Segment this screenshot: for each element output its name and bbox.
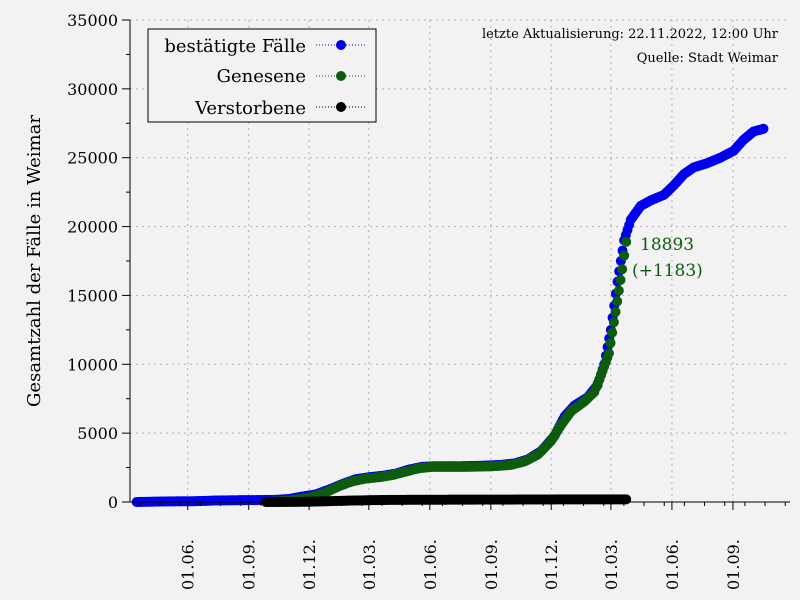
data-point [605, 337, 616, 348]
y-tick-label: 10000 [67, 355, 118, 374]
data-point [621, 236, 632, 247]
legend-label-deaths: Verstorbene [194, 98, 306, 119]
data-point [758, 123, 769, 134]
legend-label-recovered: Genesene [217, 66, 306, 87]
x-tick-label: 01.12. [300, 539, 319, 590]
y-tick-label: 20000 [67, 218, 118, 237]
y-tick-label: 30000 [67, 80, 118, 99]
x-tick-label: 01.09. [482, 539, 501, 590]
x-tick-label: 01.09. [724, 539, 743, 590]
recovered-total-annotation: 18893 [640, 235, 694, 255]
data-point [613, 285, 624, 296]
x-tick-label: 01.06. [179, 539, 198, 590]
data-point [603, 348, 614, 359]
x-axis-ticks: 01.06. 01.09. 01.12. 01.03. 01.06. 01.09. 01.1… [139, 502, 786, 590]
update-note: letzte Aktualisierung: 22.11.2022, 12:00… [482, 27, 779, 42]
x-tick-label: 01.12. [542, 539, 561, 590]
source-note: Quelle: Stadt Weimar [637, 51, 779, 66]
legend-marker-deaths [336, 102, 346, 112]
y-tick-label: 0 [108, 493, 118, 512]
data-point [612, 296, 623, 307]
y-tick-label: 25000 [67, 149, 118, 168]
data-point [610, 306, 621, 317]
data-point [619, 250, 630, 261]
x-tick-label: 01.06. [421, 539, 440, 590]
legend-marker-confirmed [336, 40, 346, 50]
x-tick-label: 01.09. [240, 539, 259, 590]
y-tick-label: 15000 [67, 286, 118, 305]
y-tick-label: 5000 [77, 424, 118, 443]
legend-marker-recovered [336, 71, 346, 81]
recovered-delta-annotation: (+1183) [632, 261, 703, 281]
x-tick-label: 01.03. [602, 539, 621, 590]
grid-lines [130, 19, 790, 502]
data-point [607, 327, 618, 338]
x-tick-label: 01.06. [663, 539, 682, 590]
data-point [608, 317, 619, 328]
legend-label-confirmed: bestätigte Fälle [164, 36, 306, 57]
data-point [621, 494, 632, 505]
data-point [617, 264, 628, 275]
y-tick-label: 35000 [67, 11, 118, 30]
series-layer [131, 123, 769, 507]
y-axis-ticks: 0 5000 10000 15000 20000 25000 30000 35000 [67, 11, 130, 512]
legend: bestätigte Fälle Genesene Verstorbene [147, 28, 377, 123]
data-point [615, 274, 626, 285]
y-axis-label: Gesamtzahl der Fälle in Weimar [24, 115, 45, 407]
x-tick-label: 01.03. [360, 539, 379, 590]
